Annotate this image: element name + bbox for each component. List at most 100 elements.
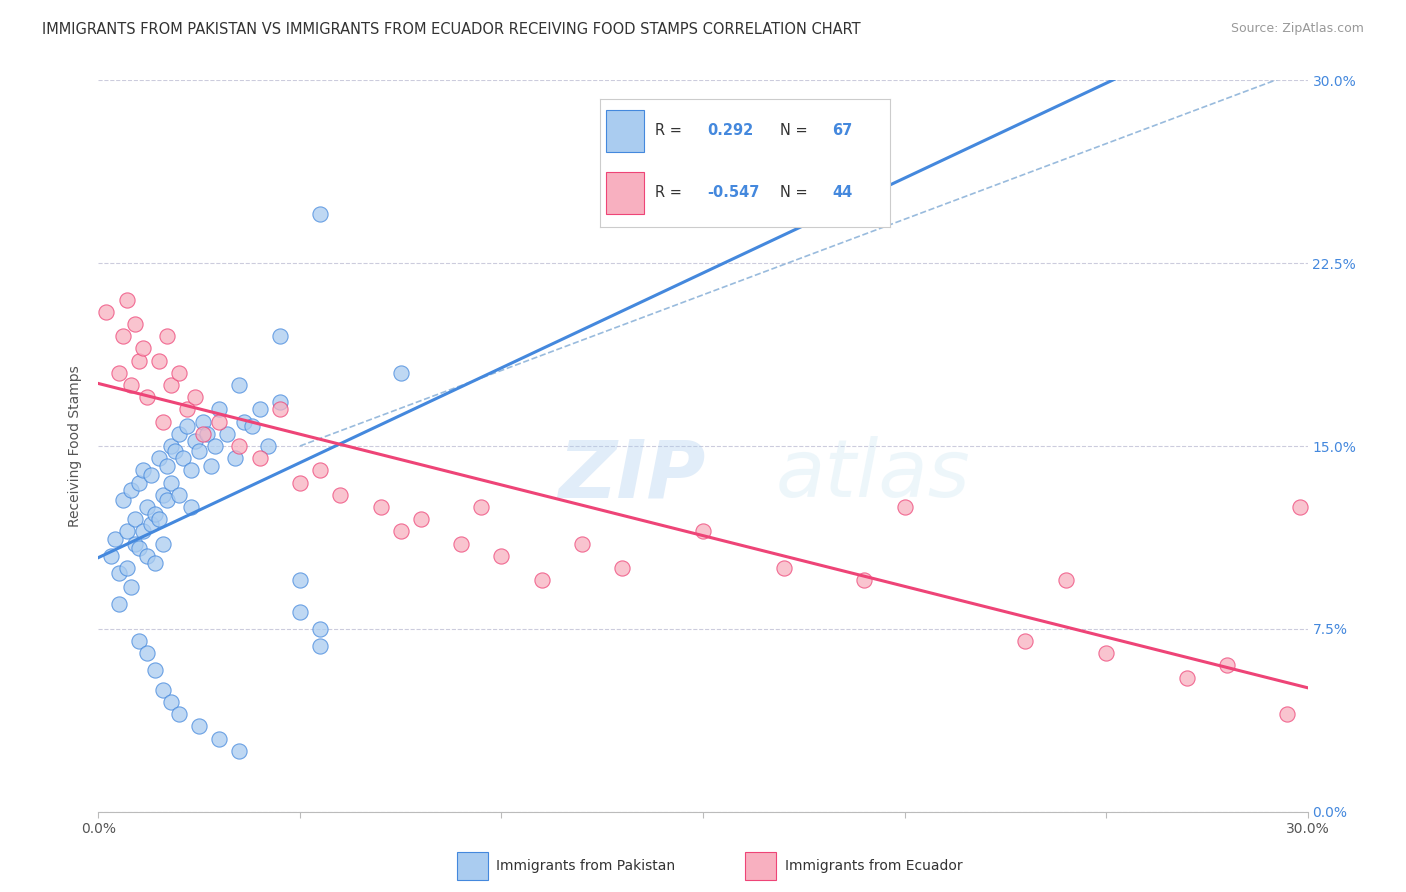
Point <box>450 536 472 550</box>
Point <box>195 426 218 441</box>
Point <box>128 541 150 556</box>
Point <box>128 353 150 368</box>
Point <box>240 419 263 434</box>
Point <box>188 443 211 458</box>
Point <box>309 622 332 636</box>
Point <box>167 426 190 441</box>
Point <box>389 366 412 380</box>
Point <box>143 663 166 677</box>
Point <box>1095 646 1118 660</box>
Text: Immigrants from Pakistan: Immigrants from Pakistan <box>496 859 675 873</box>
Point <box>160 695 183 709</box>
Point <box>208 415 231 429</box>
Point <box>115 561 138 575</box>
Point <box>180 500 202 514</box>
Point <box>269 395 291 409</box>
Point <box>288 605 311 619</box>
Point <box>217 426 239 441</box>
Point <box>148 512 170 526</box>
Point <box>132 463 155 477</box>
Point <box>176 402 198 417</box>
Point <box>152 488 174 502</box>
Point <box>100 549 122 563</box>
Point <box>156 458 179 473</box>
Point <box>256 439 278 453</box>
Point <box>139 468 162 483</box>
Point <box>1216 658 1239 673</box>
Point <box>124 536 146 550</box>
Point <box>184 390 207 404</box>
Point <box>160 439 183 453</box>
Text: atlas: atlas <box>776 436 970 515</box>
Point <box>232 415 254 429</box>
Point <box>156 492 179 507</box>
Point <box>107 598 129 612</box>
Point <box>269 329 291 343</box>
Point <box>571 536 593 550</box>
Point <box>107 566 129 580</box>
Point <box>135 390 157 404</box>
Text: Immigrants from Ecuador: Immigrants from Ecuador <box>785 859 962 873</box>
Point <box>1277 707 1299 722</box>
Point <box>249 451 271 466</box>
Point <box>1054 573 1077 587</box>
Point <box>530 573 553 587</box>
Point <box>692 524 714 539</box>
Point <box>176 419 198 434</box>
Point <box>103 532 125 546</box>
Point <box>204 439 226 453</box>
Point <box>180 463 202 477</box>
Point <box>124 512 146 526</box>
Point <box>135 549 157 563</box>
Point <box>228 439 250 453</box>
Point <box>156 329 179 343</box>
Point <box>491 549 513 563</box>
Point <box>200 458 222 473</box>
Point <box>612 561 634 575</box>
Point <box>409 512 432 526</box>
Point <box>132 342 155 356</box>
Point <box>309 463 332 477</box>
Point <box>228 744 250 758</box>
Point <box>128 475 150 490</box>
Point <box>143 508 166 522</box>
Y-axis label: Receiving Food Stamps: Receiving Food Stamps <box>69 365 83 527</box>
Point <box>193 415 215 429</box>
Point <box>132 524 155 539</box>
Point <box>128 634 150 648</box>
Point <box>120 378 142 392</box>
Point <box>160 475 183 490</box>
Point <box>96 305 118 319</box>
Point <box>309 639 332 653</box>
Point <box>120 483 142 497</box>
Point <box>111 492 134 507</box>
Point <box>288 573 311 587</box>
Point <box>160 378 183 392</box>
Point <box>167 488 190 502</box>
Point <box>184 434 207 449</box>
Point <box>152 415 174 429</box>
Point <box>120 581 142 595</box>
Point <box>143 556 166 570</box>
Point <box>772 561 794 575</box>
Point <box>470 500 492 514</box>
Point <box>389 524 412 539</box>
Point <box>193 426 215 441</box>
Point <box>208 402 231 417</box>
Point <box>1288 500 1310 514</box>
Point <box>135 646 157 660</box>
Point <box>135 500 157 514</box>
Point <box>163 443 186 458</box>
Point <box>115 293 138 307</box>
Point <box>107 366 129 380</box>
Text: Source: ZipAtlas.com: Source: ZipAtlas.com <box>1230 22 1364 36</box>
Text: ZIP: ZIP <box>558 436 706 515</box>
Point <box>853 573 876 587</box>
Point <box>111 329 134 343</box>
Text: IMMIGRANTS FROM PAKISTAN VS IMMIGRANTS FROM ECUADOR RECEIVING FOOD STAMPS CORREL: IMMIGRANTS FROM PAKISTAN VS IMMIGRANTS F… <box>42 22 860 37</box>
Point <box>288 475 311 490</box>
Point <box>148 451 170 466</box>
Point <box>224 451 246 466</box>
Point <box>1175 671 1198 685</box>
Point <box>167 707 190 722</box>
